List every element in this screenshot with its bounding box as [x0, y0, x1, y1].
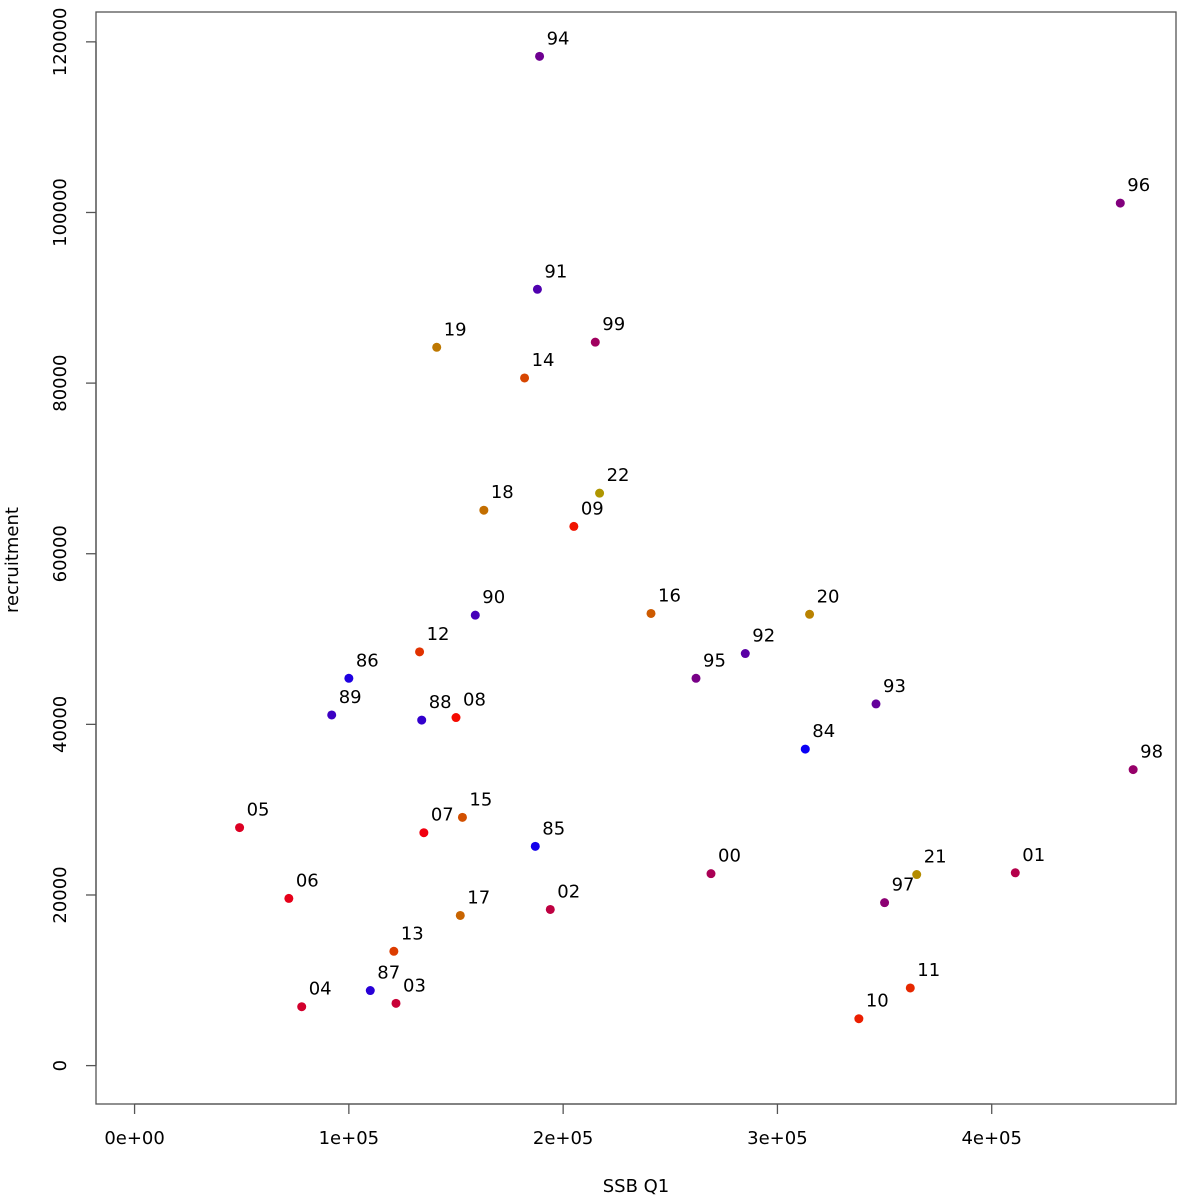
point-label: 12 [427, 624, 450, 645]
data-point [235, 823, 245, 833]
point-label: 04 [309, 979, 332, 1000]
data-point [470, 610, 480, 620]
data-point [457, 812, 467, 822]
point-label: 11 [917, 960, 940, 981]
data-point [854, 1014, 864, 1024]
data-point [327, 710, 337, 720]
y-tick-label: 100000 [50, 178, 71, 247]
y-tick-label: 80000 [50, 354, 71, 411]
data-point [646, 608, 656, 618]
point-label: 98 [1140, 742, 1163, 763]
point-label: 09 [581, 498, 604, 519]
data-point [1010, 868, 1020, 878]
data-point [365, 986, 375, 996]
data-point [455, 910, 465, 920]
point-label: 89 [339, 687, 362, 708]
point-label: 00 [718, 846, 741, 867]
data-point [432, 342, 442, 352]
point-label: 06 [296, 870, 319, 891]
point-label: 03 [403, 975, 426, 996]
data-point [800, 744, 810, 754]
data-point [415, 647, 425, 657]
x-tick-label: 0e+00 [104, 1128, 165, 1149]
point-label: 97 [892, 875, 915, 896]
x-tick-label: 1e+05 [319, 1128, 380, 1149]
point-label: 01 [1022, 845, 1045, 866]
data-point [389, 946, 399, 956]
data-point [905, 983, 915, 993]
point-label: 92 [752, 626, 775, 647]
x-axis: 0e+00 1e+05 2e+05 3e+05 4e+05 [104, 1103, 1022, 1149]
point-label: 85 [542, 818, 565, 839]
point-labels: 84 85 86 87 88 89 90 91 92 93 94 95 96 97 98 99 00 01 02 03… [247, 28, 1163, 1011]
data-point [805, 609, 815, 619]
y-tick-label: 20000 [50, 866, 71, 923]
point-label: 95 [703, 650, 726, 671]
data-point [284, 893, 294, 903]
y-tick-label: 120000 [50, 8, 71, 77]
data-point [535, 51, 545, 61]
point-label: 93 [883, 676, 906, 697]
x-tick-label: 4e+05 [961, 1128, 1022, 1149]
y-tick-label: 60000 [50, 525, 71, 582]
y-tick-label: 40000 [50, 696, 71, 753]
data-point [530, 841, 540, 851]
point-label: 18 [491, 482, 514, 503]
data-point [297, 1002, 307, 1012]
point-label: 22 [607, 465, 630, 486]
data-point [912, 870, 922, 880]
point-label: 07 [431, 805, 454, 826]
point-label: 20 [817, 586, 840, 607]
point-label: 94 [547, 28, 570, 49]
point-label: 90 [482, 587, 505, 608]
data-point [532, 284, 542, 294]
data-point [590, 337, 600, 347]
point-label: 13 [401, 923, 424, 944]
point-label: 84 [812, 721, 835, 742]
point-label: 08 [463, 690, 486, 711]
data-point [1115, 198, 1125, 208]
point-label: 02 [557, 881, 580, 902]
data-points [235, 51, 1138, 1024]
plot-frame [95, 11, 1177, 1105]
point-label: 99 [602, 314, 625, 335]
point-label: 19 [444, 319, 467, 340]
x-tick-label: 3e+05 [747, 1128, 808, 1149]
data-point [1128, 765, 1138, 775]
point-label: 10 [866, 991, 889, 1012]
y-axis-title: recruitment [2, 507, 23, 613]
point-label: 16 [658, 585, 681, 606]
x-tick-label: 2e+05 [533, 1128, 594, 1149]
point-label: 14 [532, 350, 555, 371]
point-label: 17 [467, 887, 490, 908]
point-label: 15 [469, 789, 492, 810]
point-label: 91 [544, 261, 567, 282]
data-point [545, 904, 555, 914]
data-point [419, 828, 429, 838]
data-point [391, 998, 401, 1008]
point-label: 96 [1127, 175, 1150, 196]
point-label: 87 [377, 963, 400, 984]
point-label: 88 [429, 692, 452, 713]
data-point [479, 505, 489, 515]
x-axis-title: SSB Q1 [603, 1176, 670, 1197]
point-label: 86 [356, 650, 379, 671]
y-axis: 0 20000 40000 60000 80000 100000 120000 [50, 8, 97, 1071]
data-point [569, 521, 579, 531]
data-point [417, 715, 427, 725]
data-point [520, 373, 530, 383]
data-point [706, 869, 716, 879]
data-point [451, 713, 461, 723]
data-point [691, 673, 701, 683]
data-point [595, 488, 605, 498]
data-point [871, 699, 881, 709]
point-label: 21 [924, 847, 947, 868]
data-point [344, 673, 354, 683]
data-point [880, 898, 890, 908]
point-label: 05 [247, 800, 270, 821]
y-tick-label: 0 [50, 1060, 71, 1071]
data-point [740, 649, 750, 659]
